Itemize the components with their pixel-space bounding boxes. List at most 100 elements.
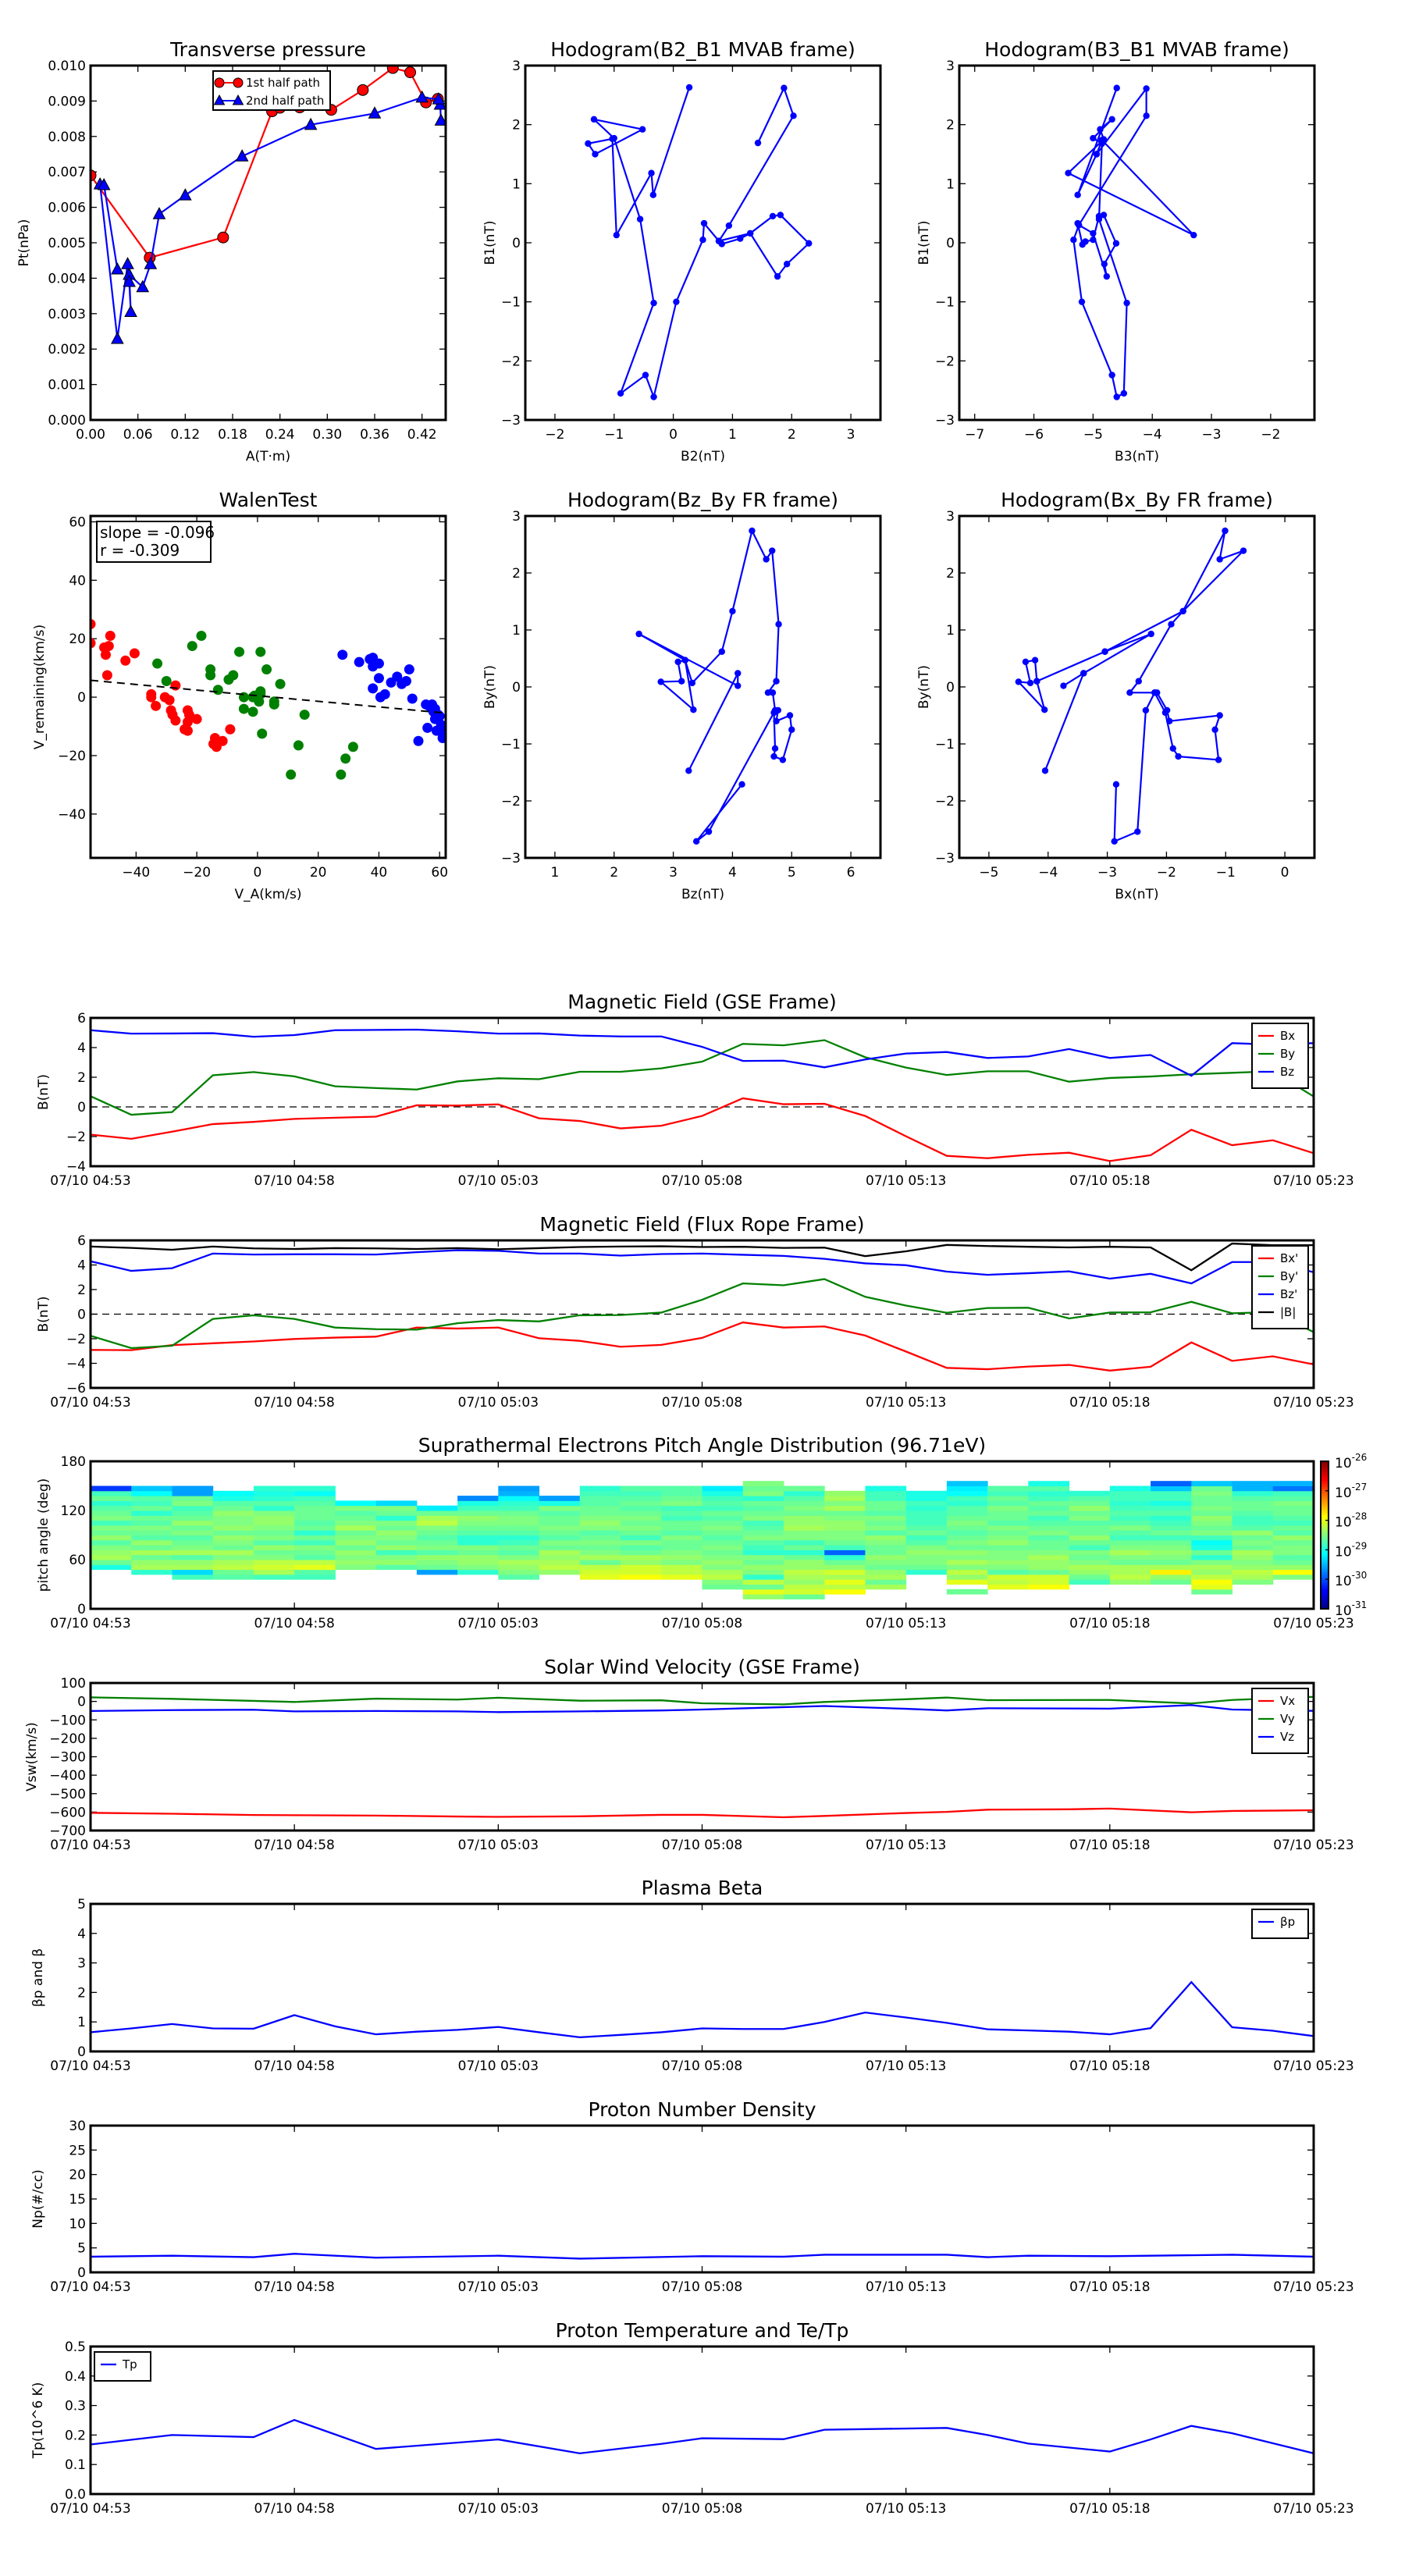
y-tick-label: 6 (77, 1011, 86, 1026)
heatmap-cell (335, 1539, 377, 1546)
data-point (673, 298, 680, 305)
heatmap-cell (783, 1589, 825, 1595)
scatter-point (129, 648, 140, 659)
heatmap-cell (987, 1545, 1029, 1550)
heatmap-cell (742, 1574, 784, 1580)
chart-solar-wind-velocity: Solar Wind Velocity (GSE Frame) −700 −600 −… (24, 1656, 1354, 1853)
heatmap-cell (1109, 1535, 1151, 1541)
y-tick-label: 0.004 (48, 271, 86, 286)
heatmap-cell (579, 1530, 621, 1535)
heatmap-cell (253, 1496, 295, 1501)
heatmap-cell (91, 1535, 132, 1541)
heatmap-cell (621, 1574, 662, 1580)
y-tick-label: −1 (935, 737, 955, 753)
heatmap-cell (131, 1530, 173, 1535)
heatmap-cell (498, 1485, 540, 1492)
heatmap-cell (335, 1560, 377, 1565)
colorbar-tick-label: 10-26 (1335, 1452, 1367, 1471)
data-point (715, 237, 723, 244)
heatmap-cell (131, 1520, 173, 1526)
y-tick-label: 0 (77, 1100, 86, 1115)
heatmap-cell (91, 1525, 132, 1531)
heatmap-cell (742, 1589, 784, 1595)
x-axis-label: Bz(nT) (681, 887, 724, 902)
heatmap-cell (253, 1510, 295, 1516)
heatmap-cell (621, 1485, 662, 1492)
heatmap-cell (1272, 1569, 1314, 1575)
heatmap-cell (987, 1554, 1029, 1560)
x-tick-label: 07/10 04:58 (254, 1616, 334, 1631)
data-point (585, 140, 592, 148)
heatmap-cell (742, 1535, 784, 1541)
heatmap-cell (1232, 1485, 1274, 1492)
heatmap-cell (783, 1554, 825, 1560)
y-axis-label: B1(nT) (482, 221, 498, 265)
heatmap-cell (91, 1564, 132, 1571)
chart-plasma-beta: Plasma Beta 0 1 2 3 4 5 07/10 04:53 07/10 04:58 0… (30, 1877, 1354, 2074)
heatmap-cell (498, 1539, 540, 1546)
data-point (1216, 556, 1223, 563)
heatmap-cell (212, 1500, 254, 1507)
colorbar-segment (1321, 1513, 1329, 1516)
heatmap-cell (1272, 1520, 1314, 1526)
y-tick-label: 0.1 (65, 2457, 86, 2473)
heatmap-cell (172, 1485, 214, 1492)
colorbar-segment (1321, 1468, 1329, 1472)
data-point (754, 139, 762, 147)
heatmap-cell (457, 1496, 499, 1501)
heatmap-cell (172, 1535, 214, 1541)
heatmap-cell (91, 1510, 132, 1516)
y-tick-label: 3 (512, 509, 521, 525)
y-tick-label: −2 (501, 354, 521, 369)
data-point (1070, 237, 1077, 244)
data-point (1134, 828, 1141, 835)
heatmap-cell (865, 1584, 907, 1590)
stats-box (96, 521, 212, 563)
scatter-point (91, 638, 96, 649)
axes-frame (89, 1681, 1315, 1832)
scatter-point (212, 685, 223, 696)
heatmap-cell (702, 1550, 744, 1556)
y-tick-label: −100 (49, 1713, 86, 1728)
data-point (1179, 607, 1186, 615)
heatmap-cell (1109, 1525, 1151, 1531)
heatmap-cell (1109, 1505, 1151, 1511)
heatmap-cell (946, 1510, 988, 1516)
heatmap-cell (335, 1535, 377, 1541)
chart-transverse-pressure: Transverse pressure 0.000 0.001 0.002 0.003 0… (16, 38, 447, 464)
y-tick-label: −4 (66, 1357, 86, 1372)
x-axis-label: V_A(km/s) (234, 887, 301, 902)
heatmap-cell (1028, 1584, 1070, 1590)
heatmap-cell (457, 1520, 499, 1526)
heatmap-cell (1151, 1485, 1192, 1492)
heatmap-cell (865, 1574, 907, 1580)
heatmap-cell (742, 1584, 784, 1590)
heatmap-cell (131, 1539, 173, 1546)
scatter-point (354, 656, 365, 667)
y-axis-label: V_remaining(km/s) (32, 624, 48, 749)
chart-title: Hodogram(B2_B1 MVAB frame) (550, 38, 855, 61)
colorbar-tick-base: 10 (1335, 1456, 1352, 1471)
colorbar-segment (1321, 1507, 1329, 1511)
data-point (1033, 678, 1040, 685)
heatmap-cell (783, 1490, 825, 1496)
scatter-point (255, 688, 266, 699)
heatmap-cell (294, 1485, 336, 1492)
heatmap-cell (1069, 1539, 1111, 1546)
heatmap-cell (946, 1525, 988, 1531)
heatmap-cell (987, 1539, 1029, 1546)
axes-frame (89, 2124, 1315, 2274)
y-tick-label: 2 (946, 118, 955, 133)
data-point (773, 678, 780, 685)
heatmap-cell (1109, 1574, 1151, 1580)
plot-area (91, 1242, 1314, 1372)
heatmap-cell (905, 1539, 948, 1546)
data-point (771, 745, 779, 753)
heatmap-cell (1028, 1510, 1070, 1516)
heatmap-cell (253, 1550, 295, 1556)
scatter-point (340, 753, 351, 764)
heatmap-cell (865, 1530, 907, 1535)
x-axis-label: B3(nT) (1115, 449, 1159, 464)
heatmap-cell (131, 1560, 173, 1565)
heatmap-cell (294, 1500, 336, 1507)
